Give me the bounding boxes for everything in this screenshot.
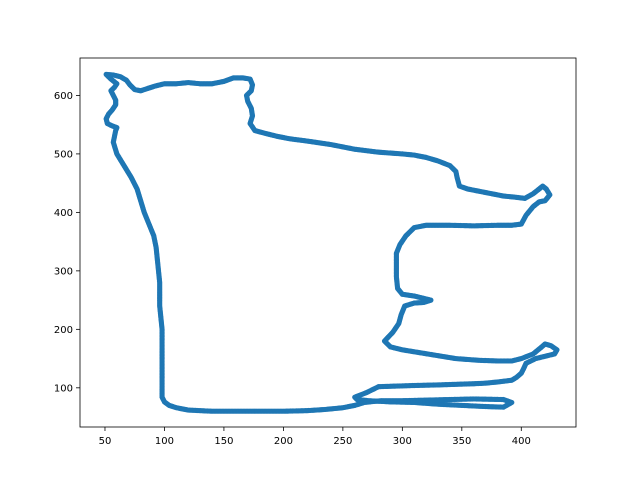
y-tick-label: 200 [54, 325, 73, 336]
data-points-layer [103, 71, 560, 414]
y-tick-label: 600 [54, 91, 73, 102]
y-tick-label: 300 [54, 266, 73, 277]
y-tick-label: 400 [54, 208, 73, 219]
x-tick-label: 250 [333, 436, 352, 447]
y-tick-label: 100 [54, 383, 73, 394]
y-tick-label: 500 [54, 149, 73, 160]
y-axis: 100 200 300 400 500 600 [54, 91, 80, 394]
x-tick-label: 150 [214, 436, 233, 447]
x-tick-label: 350 [452, 436, 471, 447]
x-tick-label: 400 [512, 436, 531, 447]
x-tick-label: 50 [99, 436, 112, 447]
plot-frame [79, 57, 577, 428]
x-tick-label: 300 [393, 436, 412, 447]
data-point [104, 72, 110, 78]
x-tick-label: 200 [274, 436, 293, 447]
x-axis: 50 100 150 200 250 300 350 400 [99, 427, 531, 447]
x-tick-label: 100 [155, 436, 174, 447]
